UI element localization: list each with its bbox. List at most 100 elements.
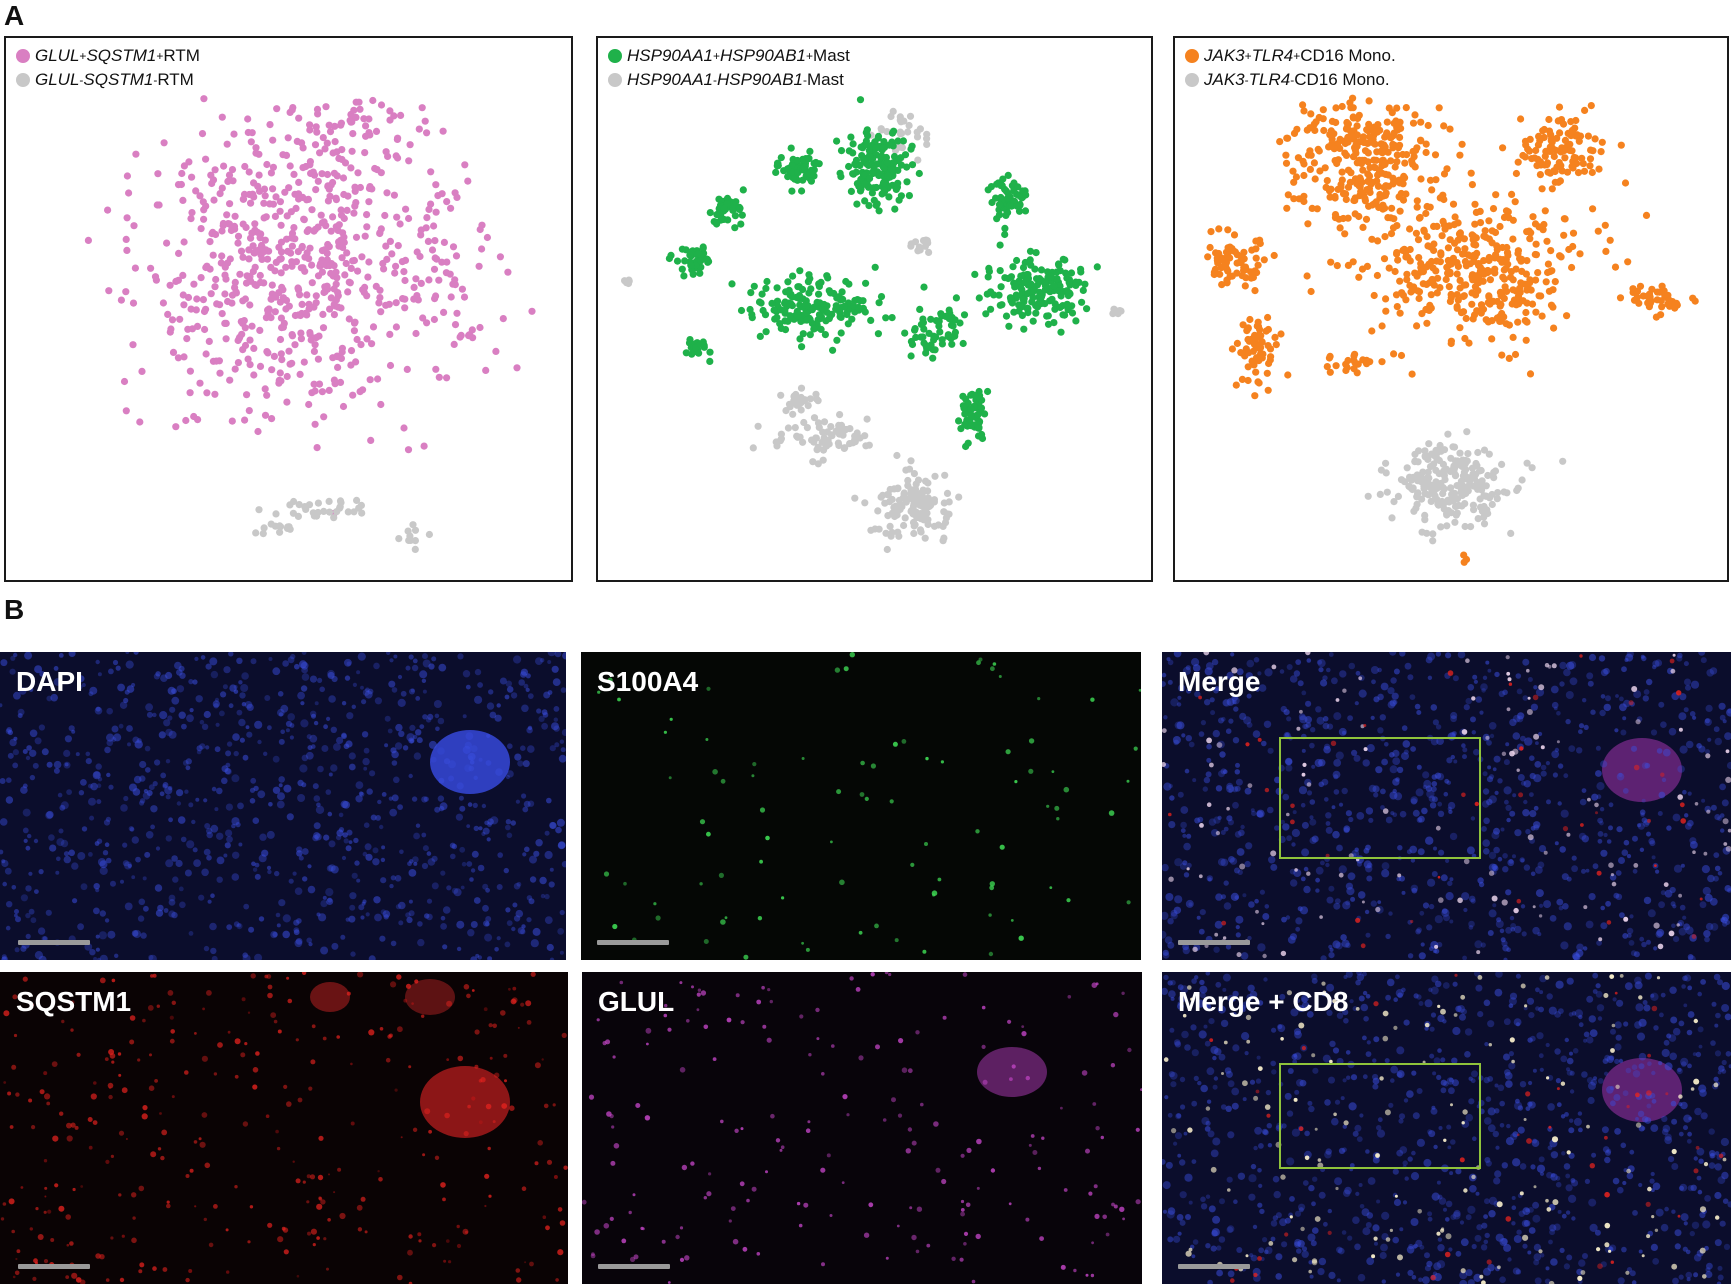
cell-signal [1420, 942, 1425, 947]
tsne-point [1465, 339, 1473, 347]
tsne-point [1057, 328, 1065, 336]
tsne-point [351, 187, 359, 195]
cell-signal [438, 805, 445, 812]
cell-signal [290, 653, 296, 660]
tsne-point [1353, 369, 1361, 377]
cell-signal [390, 875, 396, 881]
tsne-point [415, 125, 423, 133]
cell-signal [266, 865, 272, 870]
cell-signal [1315, 877, 1320, 883]
tsne-point [1370, 291, 1378, 300]
cell-signal [1385, 933, 1391, 940]
cell-signal [341, 701, 347, 706]
cell-signal [1309, 836, 1317, 845]
tsne-point [1224, 226, 1232, 234]
tsne-point [1008, 202, 1016, 210]
tsne-point [1512, 169, 1520, 178]
cell-signal [146, 790, 153, 796]
cell-signal [421, 678, 427, 683]
tsne-point [1536, 171, 1544, 179]
tsne-point [805, 271, 813, 279]
cell-signal [1489, 733, 1495, 739]
cell-signal [383, 914, 389, 920]
tsne-point [1403, 464, 1411, 472]
cell-signal [1496, 917, 1502, 923]
tsne-point [125, 189, 133, 197]
cell-signal [207, 899, 212, 904]
tsne-point [1336, 224, 1344, 232]
tsne-point [894, 157, 902, 165]
tsne-point [1415, 288, 1424, 296]
cell-signal [1233, 706, 1239, 712]
cell-signal [431, 882, 439, 890]
cell-signal [1063, 786, 1070, 793]
tsne-point [350, 319, 359, 327]
tsne-point [1258, 354, 1266, 362]
cell-signal [1418, 815, 1425, 823]
tsne-point [1376, 190, 1384, 199]
tsne-point [959, 339, 967, 348]
tsne-point [1306, 147, 1314, 155]
tsne-point [1244, 325, 1252, 333]
tsne-point [1595, 165, 1603, 173]
cell-signal [1323, 745, 1331, 754]
cell-signal [201, 723, 209, 730]
cell-signal [1315, 866, 1324, 875]
cell-signal [167, 715, 173, 721]
tsne-point [322, 222, 330, 230]
tsne-point [1356, 174, 1364, 182]
cell-signal [372, 858, 380, 866]
cell-signal [1698, 652, 1706, 656]
cell-signal [1411, 887, 1418, 894]
cell-signal [1168, 783, 1173, 789]
cell-signal [1328, 885, 1335, 892]
cell-signal [1126, 779, 1130, 783]
tsne-point [1512, 265, 1520, 273]
tsne-point [784, 424, 792, 432]
cell-signal [381, 792, 387, 797]
tsne-point [339, 174, 348, 182]
cell-signal [1525, 828, 1531, 835]
cell-signal [1320, 860, 1325, 866]
tsne-point [1355, 212, 1363, 221]
tsne-point [1215, 225, 1223, 233]
cell-signal [528, 898, 535, 905]
cell-signal [477, 955, 482, 960]
tsne-point [168, 316, 177, 324]
cell-signal [524, 846, 530, 853]
cell-signal [1174, 895, 1183, 904]
tsne-point [1553, 134, 1561, 142]
tsne-point [995, 291, 1003, 299]
tsne-point [196, 192, 204, 200]
tsne-point [731, 224, 739, 232]
cell-signal [1512, 714, 1521, 723]
cell-signal [1562, 903, 1569, 910]
tsne-point [1534, 269, 1542, 277]
tsne-point [320, 507, 328, 515]
cell-signal [1416, 764, 1422, 770]
cell-signal [226, 741, 233, 747]
tsne-point [179, 271, 187, 279]
tsne-point [917, 333, 925, 341]
cell-signal [389, 883, 394, 889]
cell-signal [486, 702, 495, 710]
tsne-point [931, 346, 939, 354]
tsne-point [1575, 137, 1583, 145]
tsne-point [1344, 120, 1352, 128]
tsne-point [209, 251, 217, 259]
tsne-point [277, 221, 285, 229]
tsne-point [283, 398, 291, 406]
cell-signal [1658, 791, 1666, 799]
tsne-point [263, 391, 271, 399]
cell-signal [341, 855, 347, 861]
tsne-point [1522, 336, 1530, 344]
tsne-point [312, 292, 320, 300]
cell-signal [1533, 805, 1539, 811]
cell-signal [549, 867, 554, 872]
tsne-point [319, 324, 328, 332]
cell-signal [1685, 740, 1694, 749]
tsne-point [895, 196, 903, 204]
cell-signal [781, 896, 785, 900]
cell-signal [358, 791, 364, 796]
tsne-point [199, 296, 207, 304]
